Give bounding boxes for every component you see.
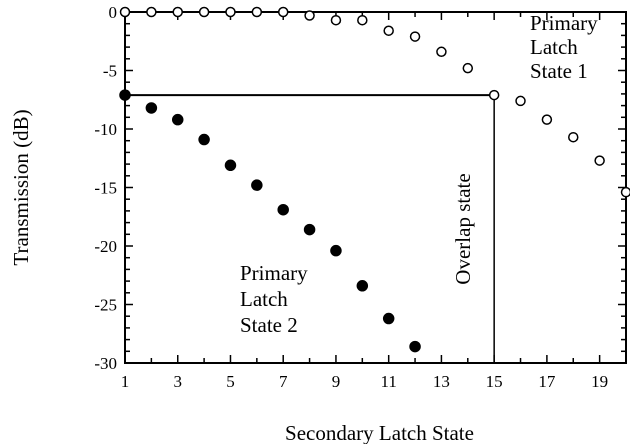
x-tick-label: 1 bbox=[121, 372, 130, 391]
data-point-open bbox=[277, 6, 289, 18]
data-point-filled bbox=[409, 340, 421, 353]
y-tick-label: -25 bbox=[94, 296, 117, 315]
data-point-open bbox=[172, 6, 183, 18]
plot-axes: 1 3 5 7 9 11 13 15 17 190-5-10-15-20-25-30 bbox=[94, 3, 627, 391]
data-point-filled bbox=[330, 244, 342, 257]
y-tick-label: -15 bbox=[94, 179, 117, 198]
data-point-open bbox=[462, 62, 474, 74]
x-tick-label: 15 bbox=[486, 372, 503, 391]
annotation-state1-line: State 1 bbox=[530, 59, 588, 83]
x-tick-label: 5 bbox=[226, 372, 235, 391]
y-tick-label: -5 bbox=[103, 62, 117, 81]
data-point-filled bbox=[251, 179, 263, 191]
x-tick-label: 9 bbox=[332, 372, 341, 391]
annotation-state2-line: Latch bbox=[240, 287, 288, 311]
data-point-filled bbox=[145, 102, 158, 114]
x-tick-label: 7 bbox=[279, 372, 288, 391]
x-axis-label: Secondary Latch State bbox=[285, 421, 474, 444]
data-point-open bbox=[488, 89, 500, 101]
data-point-open bbox=[594, 155, 605, 166]
data-point-filled bbox=[119, 89, 131, 101]
data-point-open bbox=[198, 6, 210, 18]
x-tick-label: 3 bbox=[173, 372, 182, 391]
data-point-filled bbox=[382, 312, 395, 325]
x-tick-label: 19 bbox=[591, 372, 608, 391]
data-point-filled bbox=[171, 113, 184, 126]
data-point-open bbox=[225, 6, 236, 18]
data-point-open bbox=[620, 186, 630, 198]
data-point-open bbox=[146, 6, 157, 18]
data-point-open bbox=[515, 95, 526, 107]
x-tick-label: 13 bbox=[433, 372, 450, 391]
y-tick-label: 0 bbox=[109, 3, 118, 22]
annotation-state2-line: State 2 bbox=[240, 313, 298, 337]
data-point-filled bbox=[277, 203, 289, 216]
annotation-state1-line: Primary bbox=[530, 11, 598, 35]
data-point-open bbox=[383, 25, 394, 36]
reference-lines bbox=[125, 94, 495, 363]
data-point-open bbox=[436, 46, 447, 58]
labels: Secondary Latch State Transmission (dB) Pr… bbox=[9, 11, 598, 444]
annotation-state1-line: Latch bbox=[530, 35, 578, 59]
data-point-open bbox=[541, 114, 553, 125]
data-point-open bbox=[568, 131, 579, 143]
data-point-open bbox=[119, 6, 131, 18]
y-tick-label: -10 bbox=[94, 120, 117, 139]
y-axis-label: Transmission (dB) bbox=[9, 109, 33, 265]
x-tick-label: 17 bbox=[538, 372, 556, 391]
x-tick-label: 11 bbox=[380, 372, 396, 391]
data-point-open bbox=[409, 31, 421, 42]
data-points bbox=[119, 6, 630, 353]
data-point-open bbox=[357, 14, 368, 26]
data-point-open bbox=[304, 10, 315, 21]
data-point-filled bbox=[198, 133, 210, 146]
data-point-filled bbox=[303, 223, 316, 236]
annotation-state2-line: Primary bbox=[240, 261, 308, 285]
y-tick-label: -30 bbox=[94, 354, 117, 373]
data-point-filled bbox=[224, 159, 237, 172]
annotation-overlap-state: Overlap state bbox=[451, 173, 475, 284]
data-point-open bbox=[251, 6, 263, 18]
data-point-open bbox=[330, 14, 342, 26]
data-point-filled bbox=[356, 280, 369, 292]
y-tick-label: -20 bbox=[94, 237, 117, 256]
